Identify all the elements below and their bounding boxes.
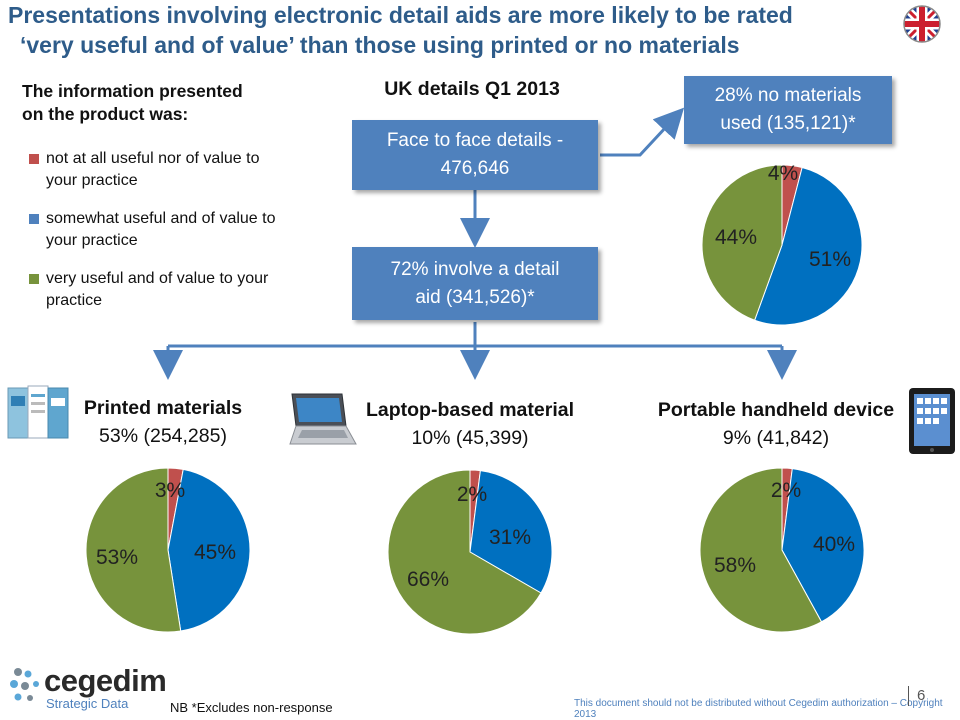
segment-printed: Printed materials 53% (254,285) [60, 394, 266, 450]
pie-slice-very-useful [699, 467, 823, 633]
page-title: Presentations involving electronic detai… [8, 0, 868, 60]
intro-line-1: The information presented [22, 81, 243, 101]
face-to-face-box: Face to face details - 476,646 [352, 120, 598, 190]
pie-slice-somewhat-useful [167, 468, 251, 632]
pie-data-label: 40% [813, 533, 855, 556]
legend-item-very-useful: very useful and of value to your practic… [29, 268, 336, 312]
pie-data-label: 45% [194, 541, 236, 564]
legend-label: very useful and of value to your [46, 270, 269, 287]
legend-label: somewhat useful and of value to [46, 210, 276, 227]
face-to-face-line-1: Face to face details - [386, 130, 564, 151]
pie-laptop: 2%31% 66% [387, 469, 553, 635]
segment-name: Printed materials [83, 397, 243, 419]
no-materials-box: 28% no materials used (135,121)* [684, 76, 892, 144]
segment-stat: 53% (254,285) [99, 425, 227, 447]
segment-laptop: Laptop-based material 10% (45,399) [340, 396, 600, 452]
pie-slice-very-useful [387, 469, 542, 635]
pie-data-label: 66% [407, 568, 449, 591]
pie-slice-very-useful [701, 164, 783, 321]
legend-swatch-red [29, 154, 39, 164]
laptop-icon [289, 393, 357, 445]
brochure-icon [7, 385, 69, 439]
page-number: 6 [908, 686, 925, 706]
copyright-notice: This document should not be distributed … [574, 698, 943, 720]
legend-item-somewhat-useful: somewhat useful and of value to your pra… [29, 208, 336, 252]
face-to-face-line-2: 476,646 [440, 158, 510, 179]
pie-data-label: 44% [715, 226, 757, 249]
no-materials-line-2: used (135,121)* [720, 113, 856, 134]
pie-slice-somewhat-useful [469, 470, 553, 594]
segment-handheld: Portable handheld device 9% (41,842) [640, 396, 912, 452]
pie-slice-somewhat-useful [781, 468, 865, 623]
pie-data-label: 53% [96, 546, 138, 569]
arrow-up-right [600, 107, 685, 157]
detail-aid-box: 72% involve a detail aid (341,526)* [352, 247, 598, 320]
pie-slice-somewhat-useful [753, 166, 863, 326]
segment-name: Laptop-based material [365, 399, 575, 421]
footer-note: NB *Excludes non-response [170, 700, 333, 715]
segment-stat: 9% (41,842) [722, 427, 830, 449]
title-line-2: ‘very useful and of value’ than those us… [20, 32, 740, 58]
cegedim-logo-text: cegedim [44, 663, 167, 698]
legend-swatch-green [29, 274, 39, 284]
pie-slice-very-useful [85, 467, 182, 633]
no-materials-line-1: 28% no materials [714, 85, 862, 106]
legend-label: practice [46, 292, 103, 309]
tablet-icon [909, 388, 955, 454]
detail-aid-line-2: aid (341,526)* [415, 286, 535, 308]
title-line-1: Presentations involving electronic detai… [8, 2, 793, 28]
segment-name: Portable handheld device [657, 399, 895, 421]
pie-data-label: 4% [768, 162, 798, 185]
pie-handheld: 2% 40% 58% [699, 467, 865, 633]
legend-label: not at all useful nor of value to [46, 150, 260, 167]
legend-swatch-blue [29, 214, 39, 224]
pie-data-label: 51% [809, 248, 851, 271]
cegedim-logo-icon [10, 668, 39, 701]
uk-flag-icon [903, 5, 941, 43]
pie-data-label: 2% [457, 483, 487, 506]
pie-printed: 3% 45% 53% [85, 467, 251, 633]
intro-text: The information presented on the product… [22, 80, 322, 126]
legend-label: your practice [46, 172, 138, 189]
pie-data-label: 58% [714, 554, 756, 577]
cegedim-logo-subtitle: Strategic Data [46, 696, 129, 711]
segment-stat: 10% (45,399) [411, 427, 529, 449]
intro-line-2: on the product was: [22, 104, 189, 124]
pie-no-materials: 4% 51% 44% [701, 162, 863, 326]
legend-item-not-useful: not at all useful nor of value to your p… [29, 148, 336, 192]
detail-aid-line-1: 72% involve a detail [390, 258, 560, 280]
legend-label: your practice [46, 232, 138, 249]
pie-data-label: 31% [489, 526, 531, 549]
pie-data-label: 3% [155, 479, 185, 502]
pie-data-label: 2% [771, 479, 801, 502]
uk-details-heading: UK details Q1 2013 [384, 78, 560, 100]
